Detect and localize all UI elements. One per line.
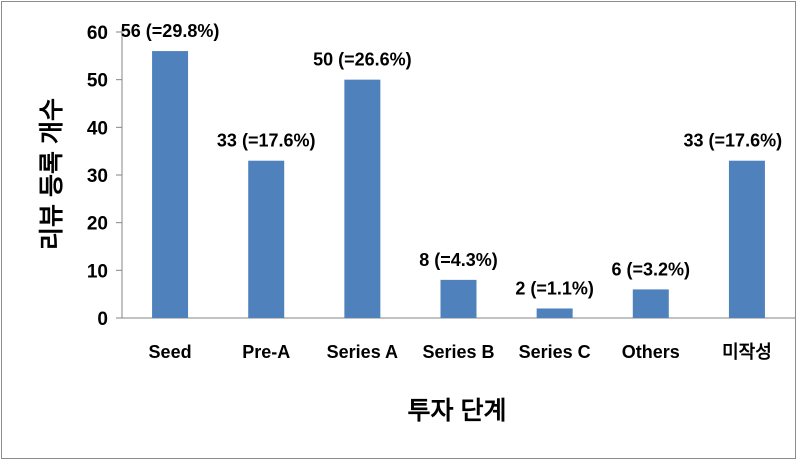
category-label: Pre-A — [242, 342, 290, 362]
category-label: Others — [622, 342, 680, 362]
bar — [152, 51, 189, 319]
data-labels: 56 (=29.8%) 33 (=17.6%) 50 (=26.6%) 8 (=4.3… — [121, 21, 782, 298]
y-tick-label: 20 — [87, 214, 108, 235]
category-label: 미작성 — [722, 342, 772, 362]
bars — [152, 51, 765, 319]
bar — [440, 279, 477, 318]
data-label: 50 (=26.6%) — [313, 50, 412, 70]
bar — [632, 289, 669, 318]
y-tick-label: 60 — [87, 23, 108, 44]
y-tick-label: 30 — [87, 166, 108, 187]
bar — [344, 79, 381, 319]
bar — [728, 160, 765, 318]
data-label: 2 (=1.1%) — [515, 278, 594, 298]
y-axis: 0 10 20 30 40 50 60 — [87, 23, 123, 330]
data-label: 8 (=4.3%) — [419, 250, 498, 270]
y-axis-title: 리뷰 등록 개수 — [38, 98, 66, 250]
category-label: Series B — [422, 342, 494, 362]
data-label: 33 (=17.6%) — [217, 131, 316, 151]
data-label: 6 (=3.2%) — [612, 259, 691, 279]
y-tick-label: 50 — [87, 71, 108, 92]
bar — [536, 308, 573, 318]
category-label: Series A — [327, 342, 398, 362]
category-labels: Seed Pre-A Series A Series B Series C Others 미… — [149, 342, 772, 362]
data-label: 33 (=17.6%) — [684, 131, 783, 151]
category-label: Series C — [519, 342, 591, 362]
category-label: Seed — [149, 342, 192, 362]
y-tick-label: 10 — [87, 261, 108, 282]
y-tick-label: 0 — [97, 309, 108, 330]
bar — [248, 160, 285, 318]
data-label: 56 (=29.8%) — [121, 21, 220, 41]
x-axis-title: 투자 단계 — [408, 397, 507, 425]
y-tick-label: 40 — [87, 118, 108, 139]
